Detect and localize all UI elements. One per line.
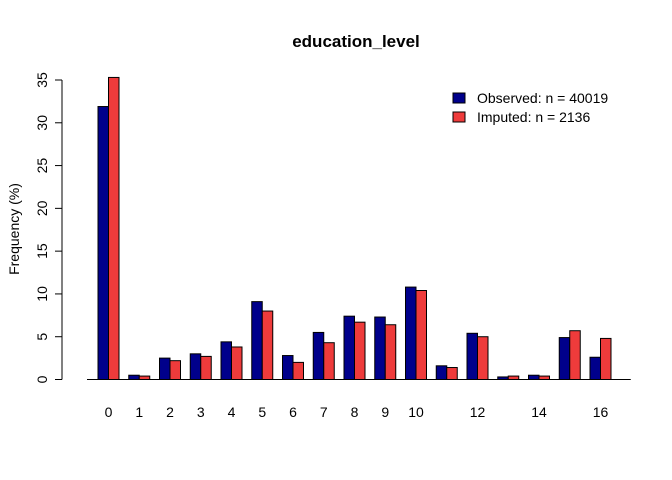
- x-tick-label: 10: [408, 404, 424, 420]
- y-tick-label: 30: [34, 115, 50, 131]
- y-tick-label: 5: [34, 333, 50, 341]
- y-tick-label: 35: [34, 72, 50, 88]
- bar-imputed-5: [261, 310, 274, 380]
- bar-imputed-10: [415, 290, 427, 380]
- x-tick-label: 6: [289, 404, 297, 420]
- legend-swatch-observed: [452, 92, 466, 104]
- x-tick-label: 12: [470, 404, 486, 420]
- chart-title: education_level: [292, 32, 420, 51]
- bar-observed-3: [189, 353, 202, 381]
- x-tick-label: 14: [531, 404, 547, 420]
- bars: [87, 76, 631, 381]
- bar-observed-16: [589, 356, 601, 381]
- bar-observed-14: [528, 374, 540, 381]
- bar-observed-11: [435, 365, 448, 380]
- bar-imputed-15: [569, 330, 581, 380]
- legend: Observed: n = 40019 Imputed: n = 2136: [452, 90, 608, 125]
- bar-imputed-3: [200, 355, 212, 381]
- bar-imputed-6: [292, 361, 304, 380]
- y-tick-label: 25: [34, 158, 50, 174]
- y-axis-label: Frequency (%): [6, 183, 22, 275]
- legend-label-imputed: Imputed: n = 2136: [477, 109, 590, 125]
- bar-observed-15: [558, 337, 571, 381]
- bar-observed-12: [466, 332, 478, 381]
- bar-imputed-7: [323, 342, 335, 380]
- bar-observed-4: [220, 341, 232, 380]
- bar-imputed-16: [600, 337, 612, 381]
- bar-observed-7: [312, 331, 325, 380]
- bar-observed-8: [343, 315, 355, 381]
- y-tick-label: 0: [34, 375, 50, 383]
- bar-imputed-14: [538, 375, 550, 381]
- x-tick-label: 9: [381, 404, 389, 420]
- bar-imputed-11: [446, 367, 458, 380]
- bar-observed-6: [282, 355, 294, 381]
- y-tick-label: 15: [34, 243, 50, 259]
- x-tick-label: 1: [135, 404, 143, 420]
- bar-observed-13: [497, 376, 509, 381]
- bar-observed-2: [159, 357, 171, 381]
- x-tick-label: 2: [166, 404, 174, 420]
- legend-label-observed: Observed: n = 40019: [477, 90, 608, 106]
- bar-imputed-9: [384, 324, 397, 380]
- x-tick-label: 5: [258, 404, 266, 420]
- bar-observed-5: [251, 301, 263, 381]
- legend-swatch-imputed: [452, 111, 466, 123]
- bar-imputed-12: [477, 336, 489, 381]
- bar-imputed-0: [108, 76, 120, 380]
- bar-imputed-2: [169, 360, 181, 380]
- x-tick-label: 8: [351, 404, 359, 420]
- bar-imputed-1: [138, 375, 151, 381]
- bar-observed-1: [128, 374, 140, 381]
- y-axis: 0 5 10 15 20 25 30 35: [34, 72, 63, 383]
- bar-observed-10: [405, 286, 417, 380]
- bar-imputed-4: [231, 346, 243, 380]
- bar-imputed-13: [507, 375, 520, 381]
- y-tick-label: 20: [34, 200, 50, 216]
- x-tick-label: 16: [593, 404, 609, 420]
- bar-observed-0: [97, 106, 109, 381]
- x-tick-label: 7: [320, 404, 328, 420]
- bar-imputed-8: [354, 321, 366, 380]
- x-tick-label: 3: [197, 404, 205, 420]
- x-axis-ticks: 0 1 2 3 4 5 6 7 8 9 10 12 14 16: [105, 404, 609, 420]
- bar-observed-9: [374, 316, 386, 381]
- x-tick-label: 0: [105, 404, 113, 420]
- y-tick-label: 10: [34, 286, 50, 302]
- x-tick-label: 4: [228, 404, 236, 420]
